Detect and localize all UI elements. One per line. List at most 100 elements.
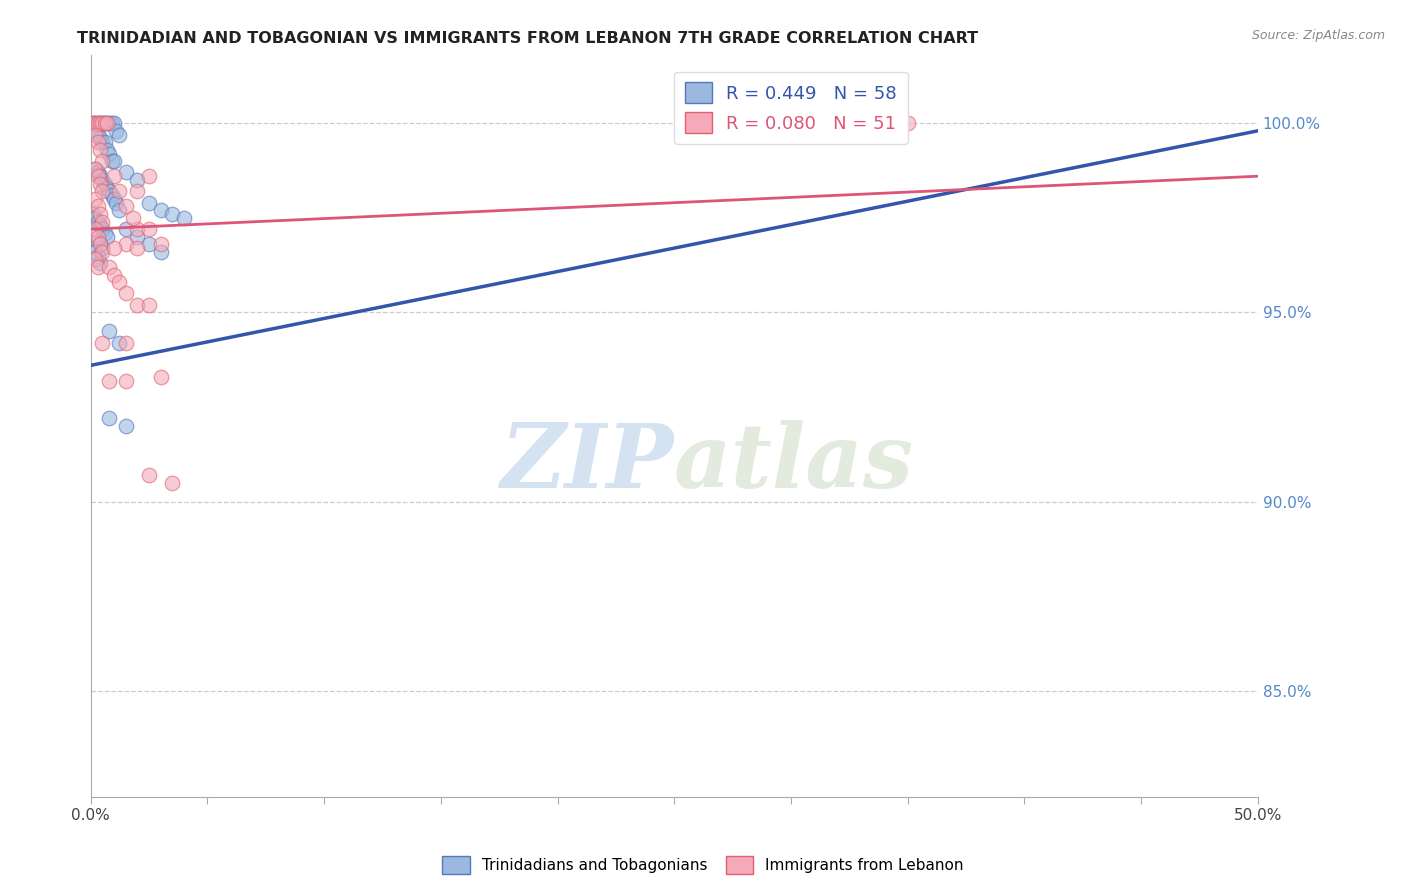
Point	[121, 211, 143, 225]
Point	[107, 335, 129, 350]
Point	[91, 135, 114, 149]
Point	[86, 116, 108, 130]
Point	[149, 244, 172, 259]
Point	[89, 256, 111, 270]
Point	[96, 116, 118, 130]
Point	[86, 199, 108, 213]
Point	[89, 237, 111, 252]
Point	[100, 188, 122, 202]
Point	[127, 229, 149, 244]
Point	[91, 222, 114, 236]
Point	[114, 199, 136, 213]
Point	[96, 229, 118, 244]
Point	[93, 177, 115, 191]
Point	[84, 252, 107, 267]
Point	[98, 185, 121, 199]
Point	[84, 161, 107, 176]
Text: TRINIDADIAN AND TOBAGONIAN VS IMMIGRANTS FROM LEBANON 7TH GRADE CORRELATION CHAR: TRINIDADIAN AND TOBAGONIAN VS IMMIGRANTS…	[77, 31, 979, 46]
Point	[138, 169, 160, 184]
Point	[138, 222, 160, 236]
Point	[138, 195, 160, 210]
Point	[114, 222, 136, 236]
Point	[93, 116, 115, 130]
Point	[84, 116, 107, 130]
Point	[114, 165, 136, 179]
Point	[82, 116, 104, 130]
Point	[96, 116, 118, 130]
Point	[149, 369, 172, 384]
Point	[91, 116, 114, 130]
Point	[107, 128, 129, 142]
Point	[162, 475, 184, 490]
Point	[127, 185, 149, 199]
Point	[897, 116, 920, 130]
Point	[100, 154, 122, 169]
Point	[162, 207, 184, 221]
Point	[98, 146, 121, 161]
Point	[84, 222, 107, 236]
Point	[100, 116, 122, 130]
Point	[107, 203, 129, 218]
Point	[84, 192, 107, 206]
Point	[98, 116, 121, 130]
Point	[84, 211, 107, 225]
Point	[82, 116, 104, 130]
Point	[91, 335, 114, 350]
Point	[91, 214, 114, 228]
Point	[149, 203, 172, 218]
Point	[103, 154, 125, 169]
Point	[114, 374, 136, 388]
Point	[103, 169, 125, 184]
Point	[103, 241, 125, 255]
Point	[103, 116, 125, 130]
Point	[114, 418, 136, 433]
Legend: R = 0.449   N = 58, R = 0.080   N = 51: R = 0.449 N = 58, R = 0.080 N = 51	[673, 71, 908, 144]
Point	[84, 128, 107, 142]
Point	[127, 241, 149, 255]
Point	[114, 237, 136, 252]
Point	[138, 468, 160, 483]
Legend: Trinidadians and Tobagonians, Immigrants from Lebanon: Trinidadians and Tobagonians, Immigrants…	[436, 850, 970, 880]
Point	[89, 116, 111, 130]
Point	[93, 226, 115, 240]
Point	[86, 135, 108, 149]
Point	[149, 237, 172, 252]
Point	[86, 229, 108, 244]
Point	[127, 222, 149, 236]
Point	[86, 165, 108, 179]
Point	[138, 237, 160, 252]
Point	[89, 143, 111, 157]
Point	[105, 195, 128, 210]
Point	[138, 298, 160, 312]
Point	[89, 219, 111, 233]
Point	[91, 173, 114, 187]
Point	[86, 234, 108, 248]
Point	[91, 116, 114, 130]
Point	[107, 275, 129, 289]
Point	[86, 128, 108, 142]
Point	[86, 249, 108, 263]
Point	[89, 131, 111, 145]
Point	[86, 260, 108, 274]
Point	[91, 244, 114, 259]
Point	[91, 154, 114, 169]
Text: ZIP: ZIP	[501, 420, 675, 507]
Point	[93, 116, 115, 130]
Point	[91, 241, 114, 255]
Point	[96, 180, 118, 194]
Point	[103, 192, 125, 206]
Point	[107, 185, 129, 199]
Point	[127, 173, 149, 187]
Point	[98, 374, 121, 388]
Point	[114, 286, 136, 301]
Point	[98, 324, 121, 338]
Point	[86, 214, 108, 228]
Point	[98, 260, 121, 274]
Point	[114, 335, 136, 350]
Point	[89, 177, 111, 191]
Point	[89, 237, 111, 252]
Point	[96, 143, 118, 157]
Point	[98, 411, 121, 425]
Point	[84, 116, 107, 130]
Point	[86, 169, 108, 184]
